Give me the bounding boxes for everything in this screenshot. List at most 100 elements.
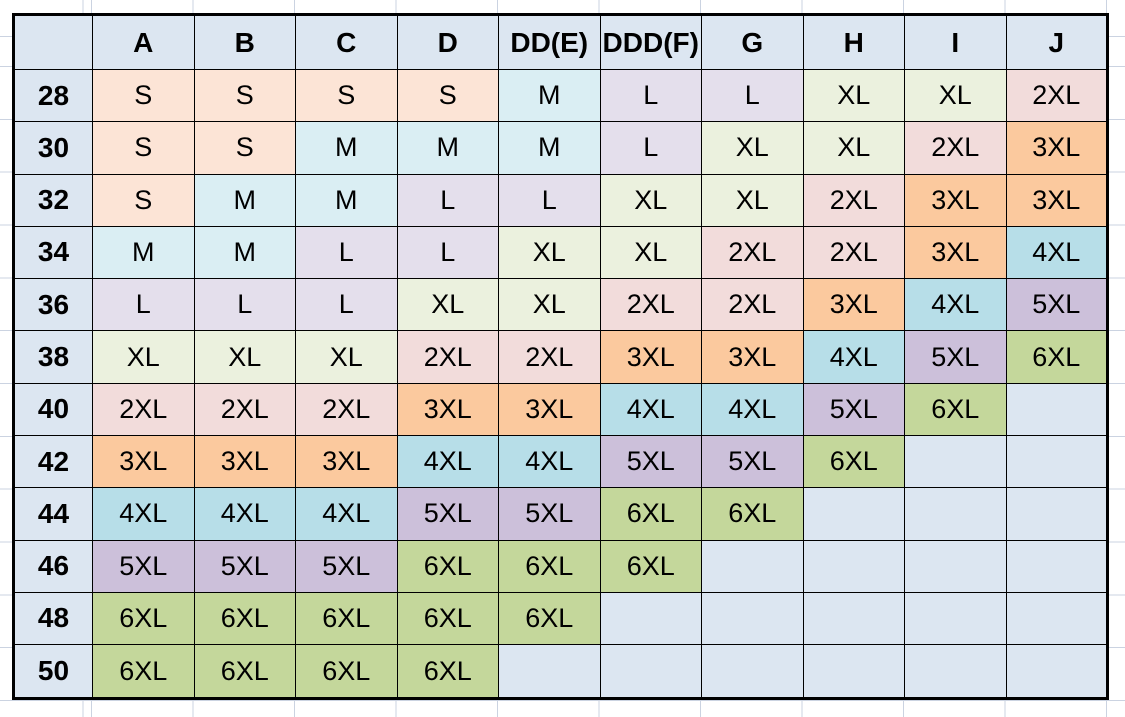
size-cell-30-D[interactable]: M xyxy=(396,121,499,175)
row-label-32[interactable]: 32 xyxy=(13,173,93,227)
size-cell-38-D[interactable]: 2XL xyxy=(396,330,499,384)
empty-cell-44-I[interactable] xyxy=(904,487,1007,541)
size-cell-40-DD(E)[interactable]: 3XL xyxy=(498,382,601,436)
row-label-28[interactable]: 28 xyxy=(13,68,93,123)
size-cell-36-DDD(F)[interactable]: 2XL xyxy=(599,278,702,332)
size-cell-30-A[interactable]: S xyxy=(92,121,195,175)
size-cell-28-J[interactable]: 2XL xyxy=(1005,68,1108,123)
row-label-30[interactable]: 30 xyxy=(13,121,93,175)
size-cell-38-A[interactable]: XL xyxy=(92,330,195,384)
row-label-36[interactable]: 36 xyxy=(13,278,93,332)
size-cell-46-C[interactable]: 5XL xyxy=(295,539,398,593)
size-cell-38-DD(E)[interactable]: 2XL xyxy=(498,330,601,384)
column-header-DDD(F)[interactable]: DDD(F) xyxy=(599,14,702,70)
column-header-I[interactable]: I xyxy=(904,14,1007,70)
size-cell-34-H[interactable]: 2XL xyxy=(802,225,905,280)
size-cell-36-B[interactable]: L xyxy=(193,278,296,332)
empty-cell-48-I[interactable] xyxy=(904,591,1007,646)
size-cell-48-B[interactable]: 6XL xyxy=(193,591,296,646)
size-cell-42-G[interactable]: 5XL xyxy=(701,434,804,489)
empty-cell-40-J[interactable] xyxy=(1005,382,1108,436)
size-cell-30-I[interactable]: 2XL xyxy=(904,121,1007,175)
size-cell-50-C[interactable]: 6XL xyxy=(295,644,398,699)
size-cell-42-A[interactable]: 3XL xyxy=(92,434,195,489)
size-cell-42-H[interactable]: 6XL xyxy=(802,434,905,489)
empty-cell-44-H[interactable] xyxy=(802,487,905,541)
size-cell-36-J[interactable]: 5XL xyxy=(1005,278,1108,332)
size-cell-42-B[interactable]: 3XL xyxy=(193,434,296,489)
size-cell-34-B[interactable]: M xyxy=(193,225,296,280)
row-label-50[interactable]: 50 xyxy=(13,644,93,699)
size-cell-44-G[interactable]: 6XL xyxy=(701,487,804,541)
size-cell-48-A[interactable]: 6XL xyxy=(92,591,195,646)
size-cell-46-D[interactable]: 6XL xyxy=(396,539,499,593)
size-cell-40-DDD(F)[interactable]: 4XL xyxy=(599,382,702,436)
size-cell-42-DDD(F)[interactable]: 5XL xyxy=(599,434,702,489)
size-cell-36-C[interactable]: L xyxy=(295,278,398,332)
size-cell-34-C[interactable]: L xyxy=(295,225,398,280)
size-cell-40-D[interactable]: 3XL xyxy=(396,382,499,436)
empty-cell-42-J[interactable] xyxy=(1005,434,1108,489)
column-header-A[interactable]: A xyxy=(92,14,195,70)
size-cell-48-D[interactable]: 6XL xyxy=(396,591,499,646)
size-cell-44-DD(E)[interactable]: 5XL xyxy=(498,487,601,541)
size-cell-28-B[interactable]: S xyxy=(193,68,296,123)
size-cell-46-B[interactable]: 5XL xyxy=(193,539,296,593)
size-cell-36-D[interactable]: XL xyxy=(396,278,499,332)
size-cell-50-B[interactable]: 6XL xyxy=(193,644,296,699)
empty-cell-50-DDD(F)[interactable] xyxy=(599,644,702,699)
size-cell-40-I[interactable]: 6XL xyxy=(904,382,1007,436)
row-label-44[interactable]: 44 xyxy=(13,487,93,541)
size-cell-32-I[interactable]: 3XL xyxy=(904,173,1007,227)
size-cell-44-A[interactable]: 4XL xyxy=(92,487,195,541)
empty-cell-46-I[interactable] xyxy=(904,539,1007,593)
empty-cell-46-J[interactable] xyxy=(1005,539,1108,593)
column-header-J[interactable]: J xyxy=(1005,14,1108,70)
column-header-C[interactable]: C xyxy=(295,14,398,70)
empty-cell-50-H[interactable] xyxy=(802,644,905,699)
size-cell-28-H[interactable]: XL xyxy=(802,68,905,123)
size-cell-30-B[interactable]: S xyxy=(193,121,296,175)
size-cell-36-I[interactable]: 4XL xyxy=(904,278,1007,332)
empty-cell-50-G[interactable] xyxy=(701,644,804,699)
size-cell-40-A[interactable]: 2XL xyxy=(92,382,195,436)
size-cell-38-H[interactable]: 4XL xyxy=(802,330,905,384)
size-cell-32-D[interactable]: L xyxy=(396,173,499,227)
size-cell-38-C[interactable]: XL xyxy=(295,330,398,384)
size-cell-34-D[interactable]: L xyxy=(396,225,499,280)
size-cell-30-G[interactable]: XL xyxy=(701,121,804,175)
size-cell-38-G[interactable]: 3XL xyxy=(701,330,804,384)
size-cell-28-C[interactable]: S xyxy=(295,68,398,123)
row-label-38[interactable]: 38 xyxy=(13,330,93,384)
empty-cell-48-G[interactable] xyxy=(701,591,804,646)
size-cell-38-B[interactable]: XL xyxy=(193,330,296,384)
size-cell-36-G[interactable]: 2XL xyxy=(701,278,804,332)
empty-cell-46-G[interactable] xyxy=(701,539,804,593)
size-cell-34-I[interactable]: 3XL xyxy=(904,225,1007,280)
size-cell-42-DD(E)[interactable]: 4XL xyxy=(498,434,601,489)
size-cell-32-B[interactable]: M xyxy=(193,173,296,227)
size-cell-28-G[interactable]: L xyxy=(701,68,804,123)
size-cell-46-DDD(F)[interactable]: 6XL xyxy=(599,539,702,593)
size-cell-30-J[interactable]: 3XL xyxy=(1005,121,1108,175)
empty-cell-42-I[interactable] xyxy=(904,434,1007,489)
empty-cell-50-I[interactable] xyxy=(904,644,1007,699)
corner-header-cell[interactable] xyxy=(13,14,93,70)
size-cell-30-C[interactable]: M xyxy=(295,121,398,175)
empty-cell-46-H[interactable] xyxy=(802,539,905,593)
column-header-G[interactable]: G xyxy=(701,14,804,70)
size-cell-42-C[interactable]: 3XL xyxy=(295,434,398,489)
size-cell-38-J[interactable]: 6XL xyxy=(1005,330,1108,384)
row-label-40[interactable]: 40 xyxy=(13,382,93,436)
column-header-D[interactable]: D xyxy=(396,14,499,70)
empty-cell-48-J[interactable] xyxy=(1005,591,1108,646)
empty-cell-44-J[interactable] xyxy=(1005,487,1108,541)
size-cell-44-DDD(F)[interactable]: 6XL xyxy=(599,487,702,541)
size-cell-44-B[interactable]: 4XL xyxy=(193,487,296,541)
size-cell-34-G[interactable]: 2XL xyxy=(701,225,804,280)
size-cell-42-D[interactable]: 4XL xyxy=(396,434,499,489)
empty-cell-48-H[interactable] xyxy=(802,591,905,646)
size-cell-38-I[interactable]: 5XL xyxy=(904,330,1007,384)
size-cell-34-DD(E)[interactable]: XL xyxy=(498,225,601,280)
size-cell-40-B[interactable]: 2XL xyxy=(193,382,296,436)
